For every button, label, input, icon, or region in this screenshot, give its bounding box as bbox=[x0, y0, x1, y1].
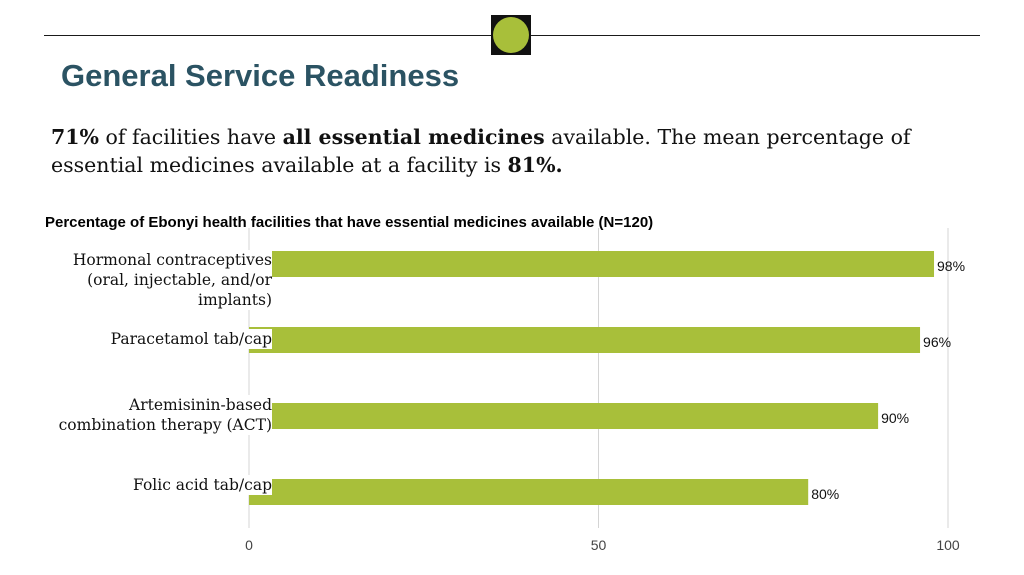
green-circle-icon bbox=[493, 17, 529, 53]
data-label: 80% bbox=[811, 486, 839, 502]
summary-emphasis: all essential medicines bbox=[282, 125, 545, 149]
category-label: Hormonal contraceptives (oral, injectabl… bbox=[26, 250, 272, 310]
bar bbox=[249, 479, 809, 505]
data-label: 96% bbox=[923, 334, 951, 350]
data-label: 90% bbox=[881, 410, 909, 426]
summary-mean-pct: 81%. bbox=[507, 153, 563, 177]
chart-title: Percentage of Ebonyi health facilities t… bbox=[45, 214, 654, 231]
bar bbox=[249, 403, 879, 429]
category-label: Folic acid tab/cap bbox=[26, 475, 272, 495]
x-tick-label: 100 bbox=[936, 537, 960, 553]
bar bbox=[249, 327, 921, 353]
x-tick-label: 50 bbox=[591, 537, 607, 553]
logo-badge bbox=[491, 15, 531, 55]
data-label: 98% bbox=[937, 258, 965, 274]
summary-part-4: available. The mean percentage of essent… bbox=[51, 125, 911, 177]
summary-pct-all: 71% bbox=[51, 125, 100, 149]
page-title: General Service Readiness bbox=[61, 58, 460, 93]
x-tick-label: 0 bbox=[245, 537, 253, 553]
category-label: Paracetamol tab/cap bbox=[26, 329, 272, 349]
bar bbox=[249, 251, 935, 277]
summary-part-2: of facilities have bbox=[99, 125, 283, 149]
summary-text: 71% of facilities have all essential med… bbox=[51, 123, 951, 179]
category-label: Artemisinin-based combination therapy (A… bbox=[26, 395, 272, 435]
